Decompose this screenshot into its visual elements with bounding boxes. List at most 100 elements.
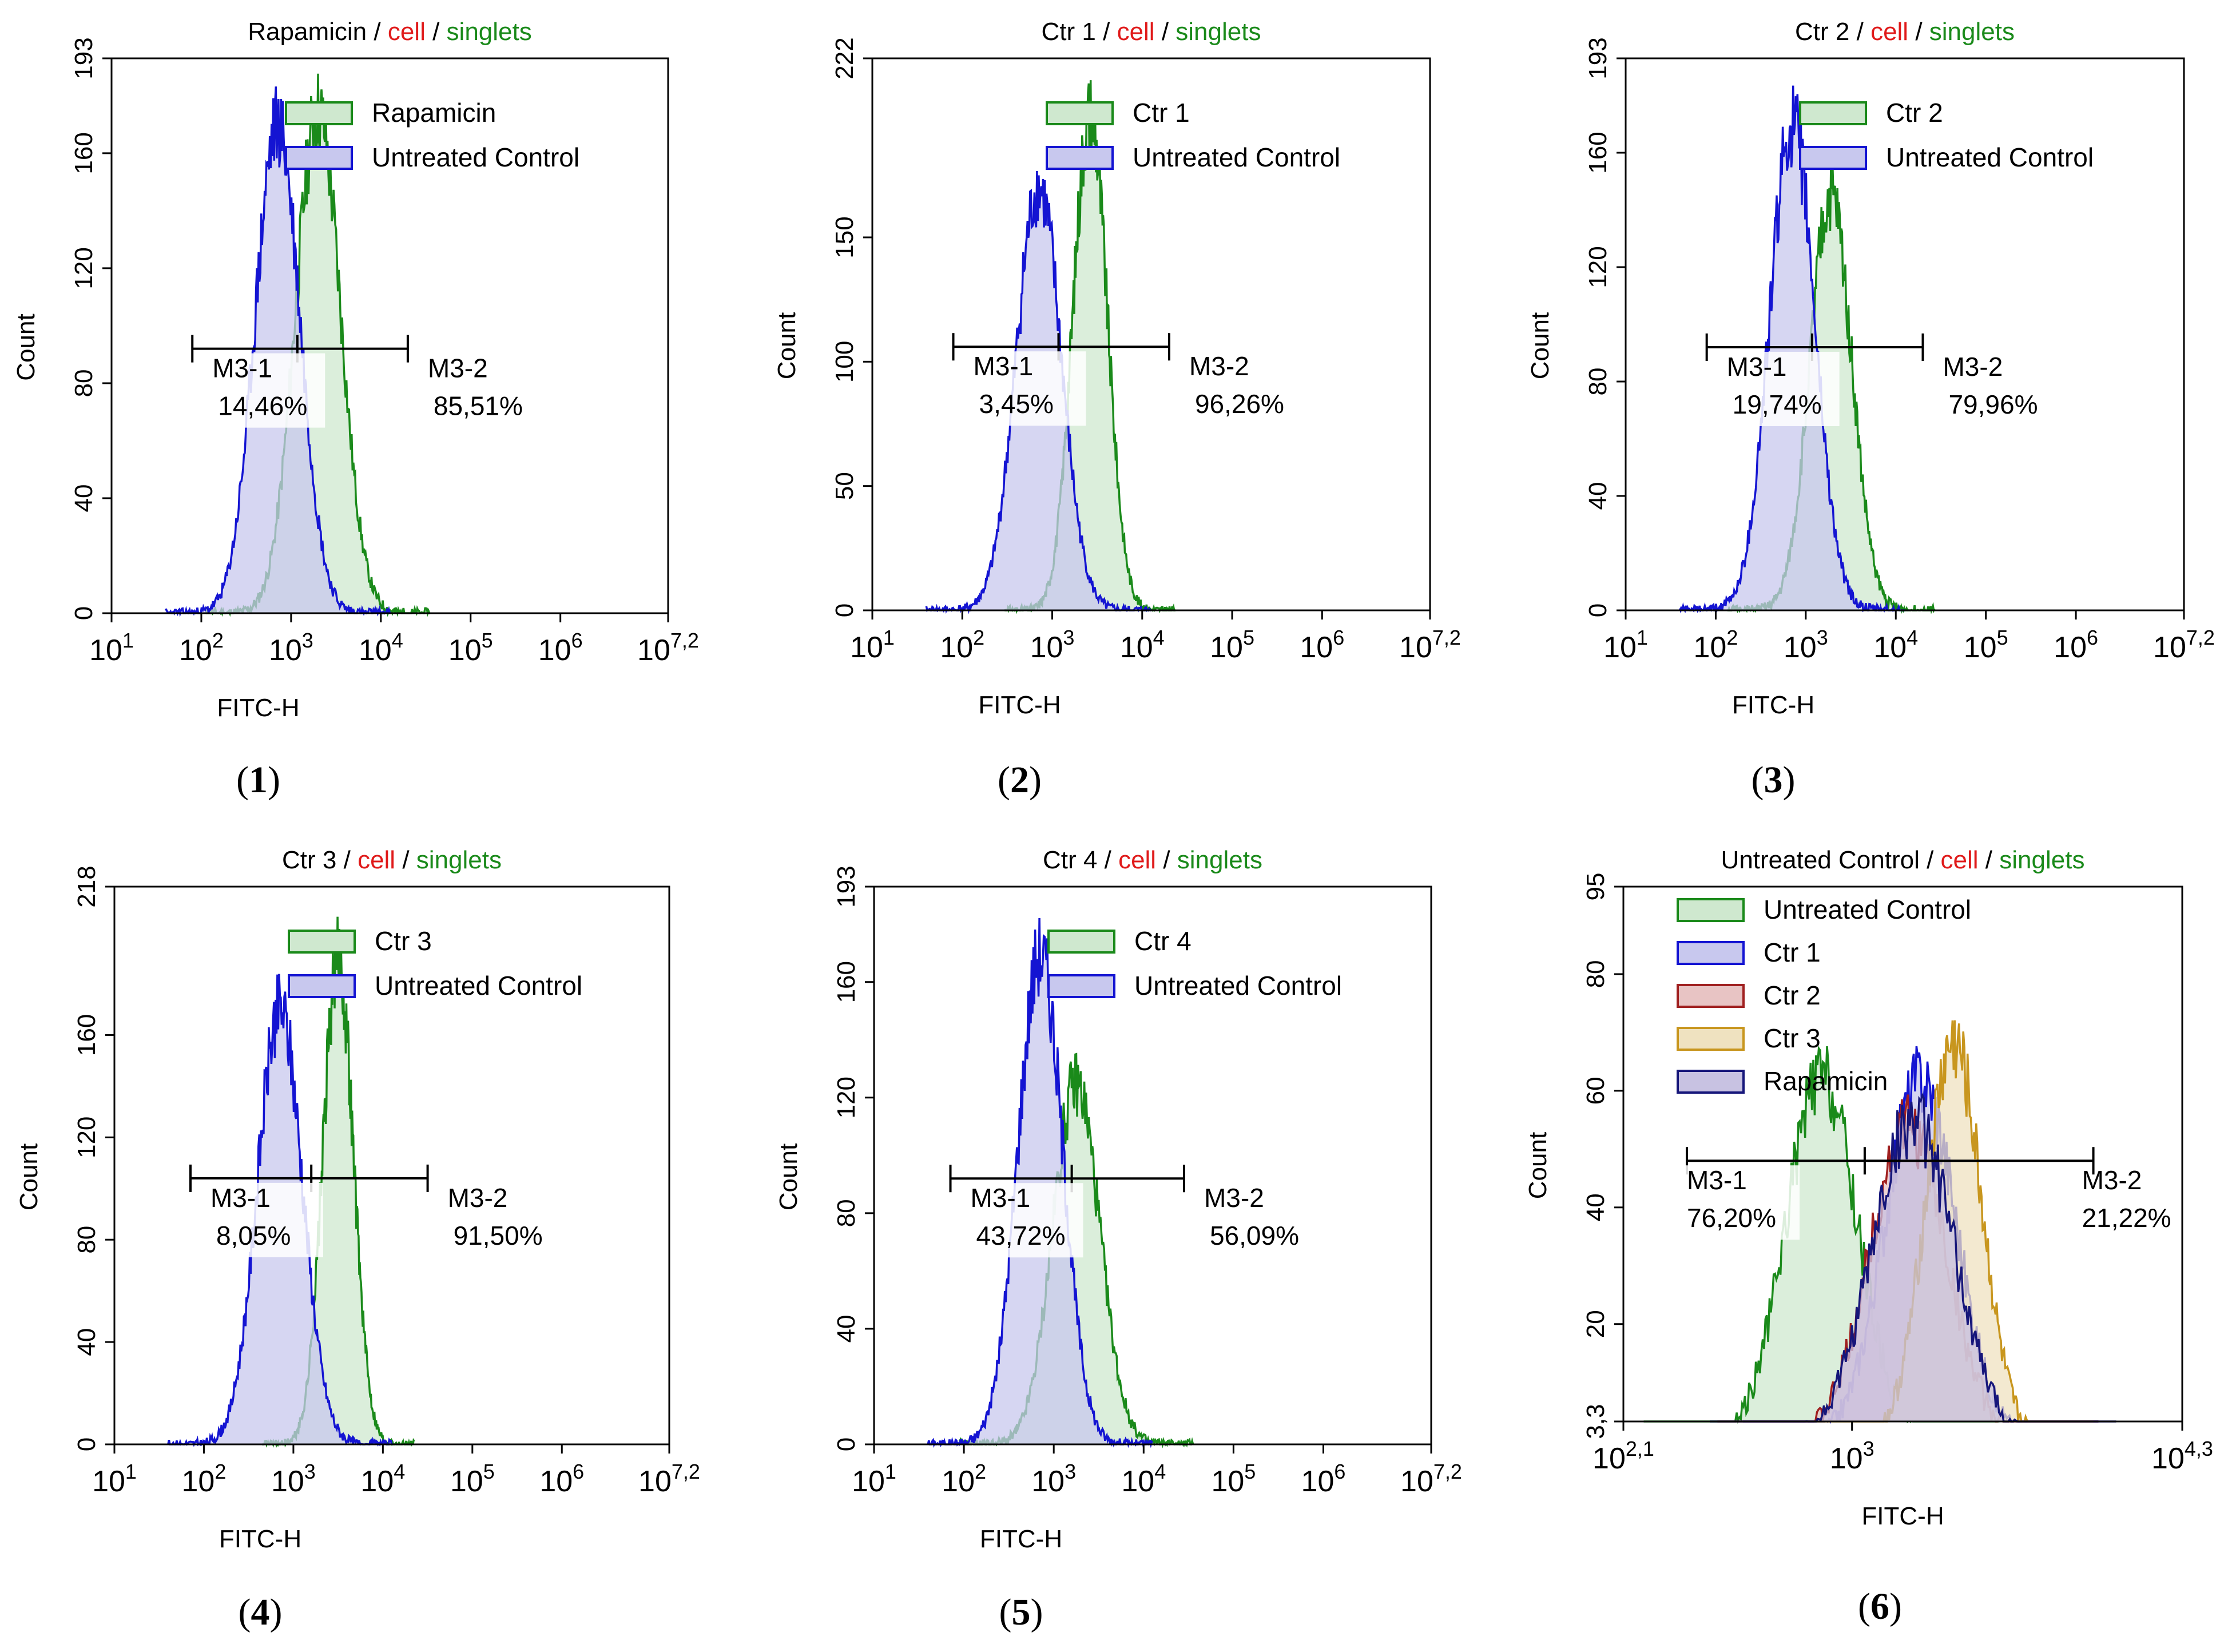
x-tick-base: 10	[538, 634, 571, 667]
y-tick-label: 40	[832, 1315, 860, 1343]
y-axis-label: Count	[775, 1143, 803, 1210]
plot-frame	[1625, 57, 2185, 611]
x-tick-exponent: 3	[1863, 1437, 1874, 1460]
x-tick-exponent: 2	[975, 1460, 986, 1483]
x-tick-label: 106	[538, 629, 583, 667]
legend-label: Ctr 3	[375, 926, 432, 956]
x-tick-exponent: 5	[483, 1460, 495, 1483]
y-tick-label: 20	[1582, 1310, 1610, 1338]
y-tick-label: 160	[1584, 132, 1612, 173]
caption-paren: (	[1752, 759, 1764, 801]
x-tick-label: 104	[1121, 1460, 1166, 1498]
panel-4: Ctr 3 / cell / singlets04080120160218101…	[15, 846, 700, 1633]
gate-marker: M3-1 19,74% M3-2 79,96%	[1705, 333, 2038, 426]
x-tick-base: 10	[179, 634, 212, 667]
title-gate-cell: cell	[1118, 846, 1156, 874]
marker-percent: 8,05%	[216, 1221, 291, 1250]
y-tick-label: 95	[1582, 873, 1610, 901]
x-tick-label: 106	[2054, 626, 2098, 664]
x-tick-label: 103	[1030, 626, 1075, 664]
x-tick-label: 105	[450, 1460, 495, 1498]
marker-name: M3-1	[974, 351, 1034, 381]
legend-swatch	[1799, 101, 1867, 125]
histogram-line-2	[164, 86, 391, 617]
histogram-fill-1	[262, 916, 415, 1444]
x-tick-base: 10	[448, 634, 482, 667]
x-tick-base: 10	[942, 1465, 975, 1498]
x-tick-label: 103	[269, 629, 313, 667]
x-axis-label: FITC-H	[217, 694, 299, 722]
x-tick-label: 104,3	[2151, 1437, 2213, 1475]
x-tick-exponent: 1	[1637, 626, 1648, 649]
legend-label: Untreated Control	[1886, 142, 2094, 172]
x-tick-label: 104	[1873, 626, 1918, 664]
x-tick-base: 10	[1211, 1465, 1244, 1498]
plot-frame	[113, 885, 670, 1446]
panel-caption: (4)	[239, 1591, 283, 1633]
x-axis-label: FITC-H	[1861, 1502, 1944, 1530]
legend: Untreated Control Ctr 1 Ctr 2 Ctr 3 Rapamici…	[1677, 895, 1971, 1096]
legend-label: Untreated Control	[1764, 895, 1971, 924]
legend-swatch	[1046, 146, 1114, 170]
legend-swatch	[1677, 941, 1745, 965]
x-tick-label: 107,2	[1399, 626, 1461, 664]
histogram-fill-1	[205, 73, 431, 614]
x-tick-exponent: 4,3	[2185, 1437, 2213, 1460]
x-tick-base: 10	[1210, 631, 1243, 664]
y-tick-label: 80	[1584, 368, 1612, 396]
marker-percent: 14,46%	[218, 391, 307, 421]
title-gate-cell: cell	[358, 846, 395, 874]
x-tick-exponent: 3	[302, 629, 313, 652]
title-sample: Ctr 2	[1795, 18, 1849, 46]
title-separator: /	[426, 18, 447, 46]
x-axis-label: FITC-H	[219, 1525, 301, 1553]
x-tick-label: 103	[1830, 1437, 1874, 1475]
marker-name: M3-2	[2082, 1165, 2142, 1195]
caption-number: 2	[1010, 759, 1029, 801]
panel-caption: (1)	[236, 759, 280, 801]
title-sample: Ctr 1	[1042, 18, 1096, 46]
x-tick-base: 10	[1031, 1465, 1065, 1498]
x-tick-exponent: 6	[1333, 626, 1344, 649]
panel-caption: (3)	[1752, 759, 1796, 801]
y-tick-label: 80	[1582, 960, 1610, 988]
y-tick-label: 40	[70, 484, 98, 512]
x-tick-base: 10	[182, 1465, 215, 1498]
x-tick-base: 10	[1120, 631, 1153, 664]
title-separator: /	[1849, 18, 1870, 46]
histogram-fill-1	[1004, 80, 1175, 611]
x-tick-exponent: 1	[885, 1460, 896, 1483]
x-tick-base: 10	[1300, 631, 1333, 664]
y-tick-label: 80	[70, 369, 98, 397]
x-tick-label: 104	[1120, 626, 1165, 664]
legend: Ctr 3 Untreated Control	[288, 926, 582, 1000]
x-tick-exponent: 3	[1063, 626, 1074, 649]
legend-swatch	[285, 101, 353, 125]
y-tick-label: 50	[831, 472, 859, 500]
legend-swatch	[1677, 1027, 1745, 1051]
x-tick-base: 10	[637, 634, 670, 667]
y-tick-label: 0	[70, 606, 98, 620]
x-tick-label: 105	[1210, 626, 1254, 664]
marker-percent: 21,22%	[2082, 1203, 2171, 1233]
caption-paren: (	[239, 1591, 251, 1633]
x-tick-base: 10	[1693, 631, 1726, 664]
title-separator: /	[1920, 846, 1941, 874]
caption-paren: (	[1858, 1586, 1870, 1627]
y-tick-label: 218	[73, 865, 101, 907]
title-gate-singlets: singlets	[1999, 846, 2084, 874]
marker-percent: 3,45%	[979, 389, 1054, 419]
title-gate-singlets: singlets	[447, 18, 532, 46]
x-tick-exponent: 7,2	[2186, 626, 2215, 649]
caption-number: 5	[1012, 1591, 1031, 1633]
x-tick-exponent: 4	[1154, 1460, 1166, 1483]
y-tick-label: 193	[70, 37, 98, 79]
legend-swatch	[1046, 101, 1114, 125]
title-gate-cell: cell	[1870, 18, 1908, 46]
panel-1: Rapamicin / cell / singlets 0 40 80 120 160 19…	[12, 18, 699, 801]
caption-number: 4	[251, 1591, 270, 1633]
marker-percent: 56,09%	[1210, 1221, 1299, 1250]
caption-paren: )	[270, 1591, 283, 1633]
x-tick-base: 10	[450, 1465, 483, 1498]
histogram-line-2	[925, 170, 1151, 614]
